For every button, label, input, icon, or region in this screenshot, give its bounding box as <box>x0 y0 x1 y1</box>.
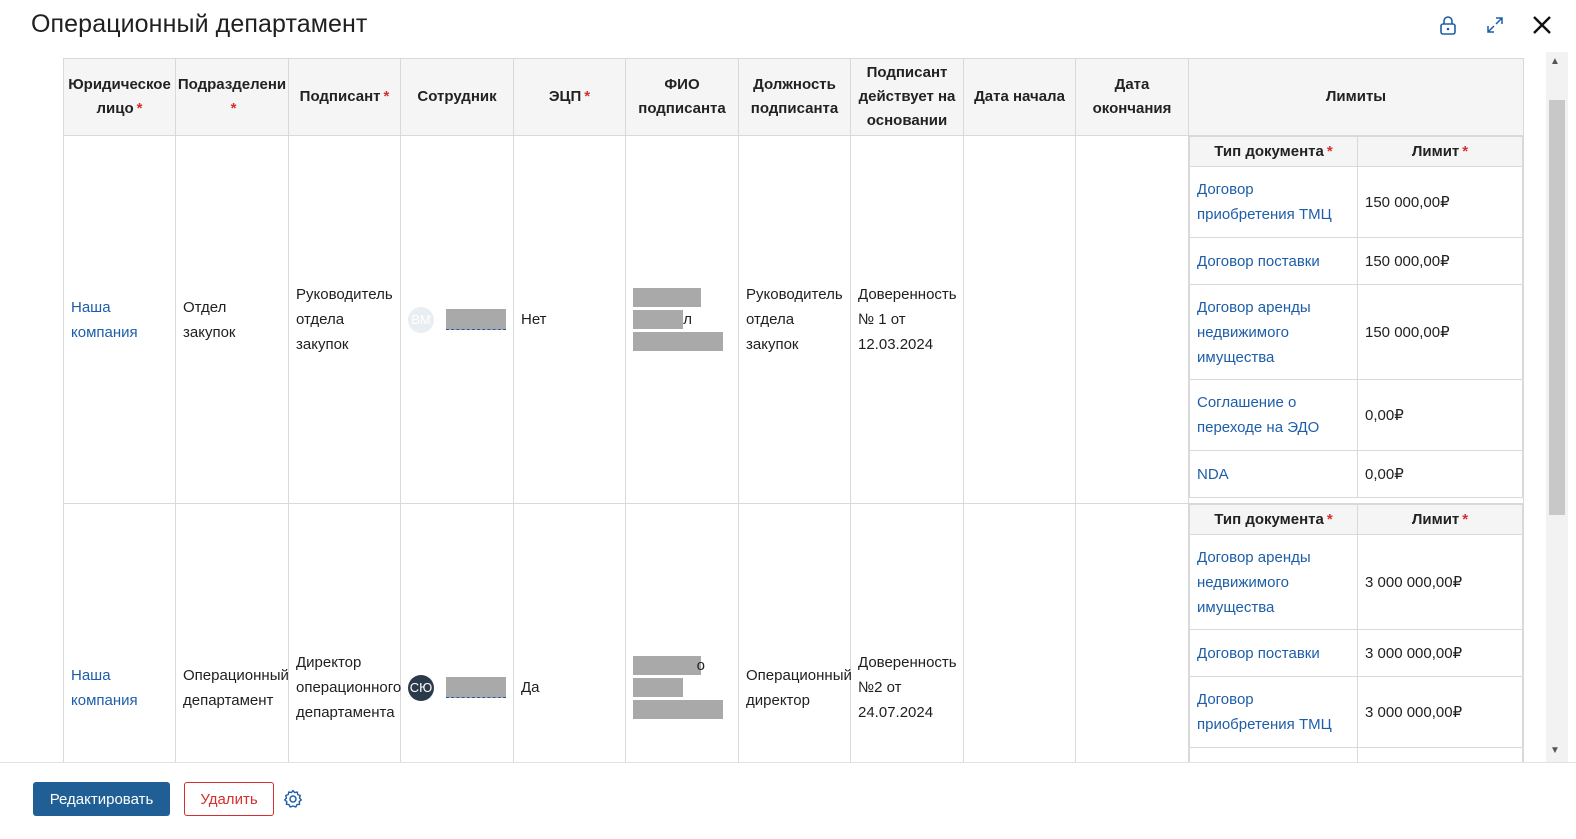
limits-header-limit: Лимит * <box>1357 504 1523 535</box>
limits-cell: Тип документа * Лимит * Договор аренды нед… <box>1188 503 1524 762</box>
limits-row: NDA 0,00₽ <box>1189 450 1523 498</box>
table-row: Наша компания Отдел закупок Руководитель… <box>63 135 1524 504</box>
limit-value: 150 000,00₽ <box>1357 166 1523 238</box>
header-start-date: Дата начала <box>963 58 1076 136</box>
department-cell: Операционный департамент <box>175 503 289 762</box>
vertical-scrollbar[interactable]: ▲ ▼ <box>1546 52 1568 762</box>
start-date-cell <box>963 503 1076 762</box>
signer-cell: Директор операционного департамента <box>288 503 401 762</box>
limit-value: 150 000,00₽ <box>1357 237 1523 285</box>
department-cell: Отдел закупок <box>175 135 289 504</box>
edit-button[interactable]: Редактировать <box>33 782 170 816</box>
limits-empty-cell <box>1189 747 1358 762</box>
limits-table: Тип документа * Лимит * Договор аренды нед… <box>1189 504 1523 762</box>
header-signer-name: ФИО подписанта <box>625 58 739 136</box>
footer-toolbar: Редактировать Удалить <box>0 762 1576 839</box>
limits-header-limit: Лимит * <box>1357 136 1523 167</box>
employee-cell: СЮ <box>400 503 514 762</box>
redacted-text: л <box>633 310 692 329</box>
header-end-date: Дата окончания <box>1075 58 1189 136</box>
header-employee: Сотрудник <box>400 58 514 136</box>
signer-name-cell: о <box>625 503 739 762</box>
limit-value: 3 000 000,00₽ <box>1357 676 1523 748</box>
redacted-text: о <box>633 656 705 675</box>
limit-value: 3 000 000,00₽ <box>1357 629 1523 677</box>
gear-icon[interactable] <box>283 789 303 809</box>
end-date-cell <box>1075 135 1189 504</box>
doc-type-link[interactable]: Договор аренды недвижимого имущества <box>1189 534 1358 630</box>
doc-type-link[interactable]: Договор поставки <box>1189 629 1358 677</box>
limits-table: Тип документа * Лимит * Договор приобретен… <box>1189 136 1523 498</box>
page-title: Операционный департамент <box>31 10 368 38</box>
doc-type-link[interactable]: NDA <box>1189 450 1358 498</box>
ecp-cell: Да <box>513 503 626 762</box>
avatar: ВМ <box>408 306 434 333</box>
delete-button[interactable]: Удалить <box>184 782 274 816</box>
limits-row: Договор поставки 150 000,00₽ <box>1189 237 1523 285</box>
header-limits: Лимиты <box>1188 58 1524 136</box>
expand-icon[interactable] <box>1484 14 1506 36</box>
limits-row: Договор приобретения ТМЦ 150 000,00₽ <box>1189 166 1523 238</box>
header-signer-position: Должность подписанта <box>738 58 851 136</box>
header-department: Подразделени * <box>175 58 289 136</box>
header-legal-entity: Юридическое лицо * <box>63 58 176 136</box>
ecp-cell: Нет <box>513 135 626 504</box>
limit-value: 0,00₽ <box>1357 379 1523 451</box>
limit-value: 0,00₽ <box>1357 450 1523 498</box>
legal-entity-link[interactable]: Наша компания <box>63 503 176 762</box>
close-icon[interactable] <box>1530 13 1554 37</box>
legal-entity-link[interactable]: Наша компания <box>63 135 176 504</box>
header-signer-basis: Подписант действует на основании <box>850 58 964 136</box>
position-cell: Руководитель отдела закупок <box>738 135 851 504</box>
header-signer: Подписант * <box>288 58 401 136</box>
limits-row: Договор аренды недвижимого имущества 3 0… <box>1189 534 1523 630</box>
limits-row: Договор приобретения ТМЦ 3 000 000,00₽ <box>1189 676 1523 748</box>
limits-row <box>1189 747 1523 762</box>
limits-row: Соглашение о переходе на ЭДО 0,00₽ <box>1189 379 1523 451</box>
limits-header-row: Тип документа * Лимит * <box>1189 136 1523 167</box>
limits-header-doc-type: Тип документа * <box>1189 504 1358 535</box>
scrollbar-thumb[interactable] <box>1549 100 1565 515</box>
redacted-text <box>633 332 723 351</box>
limits-header-doc-type: Тип документа * <box>1189 136 1358 167</box>
start-date-cell <box>963 135 1076 504</box>
limits-cell: Тип документа * Лимит * Договор приобретен… <box>1188 135 1524 504</box>
limits-header-row: Тип документа * Лимит * <box>1189 504 1523 535</box>
limit-value: 150 000,00₽ <box>1357 284 1523 380</box>
signers-table: Юридическое лицо * Подразделени * Подписан… <box>63 58 1524 762</box>
limit-value: 3 000 000,00₽ <box>1357 534 1523 630</box>
doc-type-link[interactable]: Договор поставки <box>1189 237 1358 285</box>
scroll-up-arrow-icon[interactable]: ▲ <box>1550 56 1560 67</box>
signer-cell: Руководитель отдела закупок <box>288 135 401 504</box>
scroll-down-arrow-icon[interactable]: ▼ <box>1550 745 1560 756</box>
lock-icon[interactable] <box>1437 14 1459 36</box>
basis-cell: Доверенность №2 от 24.07.2024 <box>850 503 964 762</box>
position-cell: Операционный директор <box>738 503 852 762</box>
doc-type-link[interactable]: Договор приобретения ТМЦ <box>1189 676 1358 748</box>
redacted-text <box>633 700 723 719</box>
avatar: СЮ <box>408 674 434 701</box>
basis-cell: Доверенность № 1 от 12.03.2024 <box>850 135 964 504</box>
doc-type-link[interactable]: Договор приобретения ТМЦ <box>1189 166 1358 238</box>
doc-type-link[interactable]: Соглашение о переходе на ЭДО <box>1189 379 1358 451</box>
limits-row: Договор поставки 3 000 000,00₽ <box>1189 629 1523 677</box>
employee-link[interactable] <box>446 677 506 698</box>
signer-name-cell: л <box>625 135 739 504</box>
employee-link[interactable] <box>446 309 506 330</box>
end-date-cell <box>1075 503 1189 762</box>
table-header-row: Юридическое лицо * Подразделени * Подписан… <box>63 58 1524 136</box>
header-ecp: ЭЦП * <box>513 58 626 136</box>
doc-type-link[interactable]: Договор аренды недвижимого имущества <box>1189 284 1358 380</box>
limits-row: Договор аренды недвижимого имущества 150… <box>1189 284 1523 380</box>
limits-empty-cell <box>1357 747 1523 762</box>
employee-cell: ВМ <box>400 135 514 504</box>
table-scroll-area[interactable]: Юридическое лицо * Подразделени * Подписан… <box>0 58 1545 762</box>
redacted-text <box>633 678 683 697</box>
redacted-text <box>633 288 701 307</box>
table-row: Наша компания Операционный департамент Д… <box>63 503 1524 762</box>
